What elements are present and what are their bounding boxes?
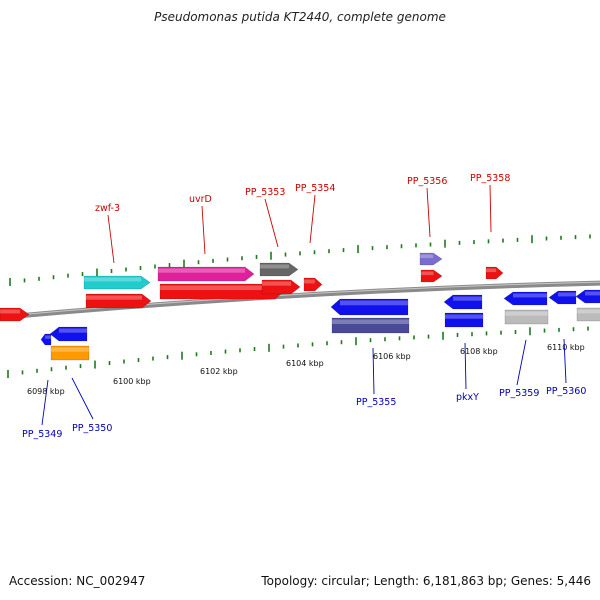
- leader-line: [71, 377, 94, 420]
- kbp-label: 6102 kbp: [200, 367, 238, 376]
- gene-arrow-pp-5353-track[interactable]: [259, 262, 299, 277]
- genome-summary-text: Topology: circular; Length: 6,181,863 bp…: [261, 574, 591, 588]
- gene-arrow-red[interactable]: [159, 283, 285, 300]
- leader-line: [489, 184, 492, 233]
- gene-bar-pp-5360-track[interactable]: [576, 307, 600, 322]
- label-leader-lines: [41, 184, 567, 426]
- gene-arrow-red[interactable]: [420, 269, 443, 283]
- leader-line: [264, 198, 279, 248]
- bottom-gene-labels: PP_5349 PP_5350 PP_5355 pkxY PP_5359 PP_…: [22, 386, 586, 440]
- gene-bar-pp-5355-track[interactable]: [331, 317, 410, 334]
- gene-bar-pp-5350-track[interactable]: [50, 345, 90, 361]
- gene-bar-pkxy-track[interactable]: [444, 312, 484, 328]
- map-title: Pseudomonas putida KT2440, complete geno…: [154, 10, 446, 24]
- gene-label-zwf-3[interactable]: zwf-3: [95, 203, 120, 214]
- gene-arrow-red[interactable]: [85, 293, 152, 309]
- gene-label-pp-5358[interactable]: PP_5358: [470, 173, 510, 184]
- kbp-label: 6104 kbp: [286, 359, 324, 368]
- gene-arrow-blue[interactable]: [548, 290, 577, 305]
- genome-backbone: [0, 280, 600, 321]
- gene-arrow-red[interactable]: [0, 307, 30, 322]
- kbp-label: 6098 kbp: [27, 387, 65, 396]
- kbp-label: 6100 kbp: [113, 377, 151, 386]
- gene-label-pp-5360[interactable]: PP_5360: [546, 386, 586, 397]
- gene-label-pp-5359[interactable]: PP_5359: [499, 388, 539, 399]
- accession-text: Accession: NC_002947: [9, 574, 146, 588]
- leader-line: [107, 214, 115, 264]
- kbp-label: 6110 kbp: [547, 343, 585, 352]
- gene-label-pp-5353[interactable]: PP_5353: [245, 187, 285, 198]
- gene-arrow-blue[interactable]: [40, 333, 52, 346]
- genome-backbone-highlight: [0, 281, 600, 318]
- leader-line: [372, 347, 375, 395]
- leader-line: [516, 339, 527, 386]
- gene-arrow-blue[interactable]: [443, 294, 483, 310]
- feature-track: [0, 252, 600, 361]
- gene-arrow-pp-5356-track[interactable]: [419, 252, 443, 266]
- gene-arrow-blue[interactable]: [503, 291, 548, 306]
- kbp-labels: 6098 kbp 6100 kbp 6102 kbp 6104 kbp 6106…: [27, 343, 585, 396]
- leader-line: [201, 205, 206, 255]
- gene-arrow-zwf-3-track[interactable]: [83, 275, 151, 290]
- gene-label-pp-5349[interactable]: PP_5349: [22, 429, 62, 440]
- gene-arrow-uvrd-track[interactable]: [157, 266, 255, 282]
- gene-arrow-red[interactable]: [485, 266, 504, 280]
- kbp-label: 6108 kbp: [460, 347, 498, 356]
- gene-label-pkxy[interactable]: pkxY: [456, 392, 479, 403]
- inner-tick-ring: [7, 326, 589, 378]
- leader-line: [309, 194, 316, 244]
- gene-bar-pp-5359-track[interactable]: [504, 309, 549, 325]
- leader-line: [426, 187, 431, 238]
- top-gene-labels: zwf-3 uvrD PP_5353 PP_5354 PP_5356 PP_53…: [95, 173, 510, 214]
- gene-label-pp-5354[interactable]: PP_5354: [295, 183, 335, 194]
- gene-arrow-red[interactable]: [261, 279, 301, 295]
- gene-arrow-blue[interactable]: [575, 289, 600, 304]
- gene-arrow-blue[interactable]: [49, 326, 88, 342]
- gene-arrow-red[interactable]: [303, 277, 323, 292]
- gene-label-uvrd[interactable]: uvrD: [189, 194, 212, 205]
- leader-line: [563, 338, 567, 384]
- gene-label-pp-5355[interactable]: PP_5355: [356, 397, 396, 408]
- outer-tick-ring: [9, 234, 591, 286]
- gene-label-pp-5356[interactable]: PP_5356: [407, 176, 447, 187]
- gene-arrow-blue[interactable]: [330, 298, 409, 316]
- leader-line: [464, 342, 467, 390]
- kbp-label: 6106 kbp: [373, 352, 411, 361]
- leader-line: [41, 379, 49, 426]
- gene-label-pp-5350[interactable]: PP_5350: [72, 423, 112, 434]
